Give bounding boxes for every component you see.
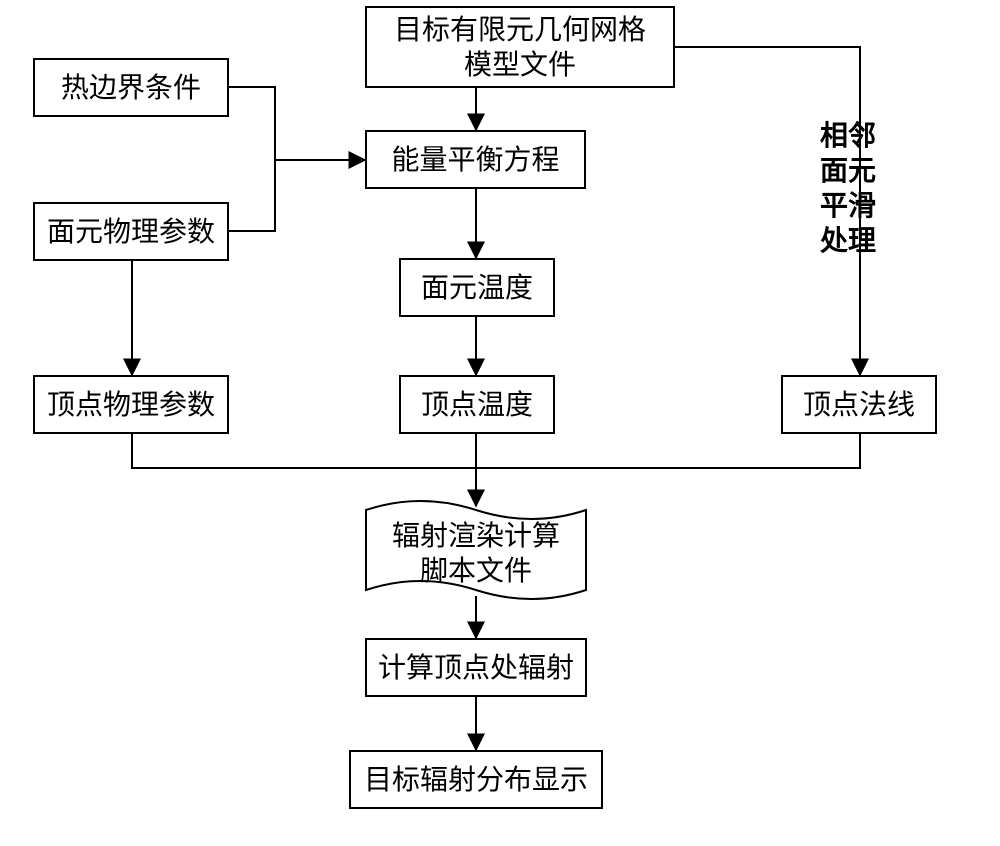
side-label-line: 处理 (818, 223, 878, 258)
node-display-result: 目标辐射分布显示 (349, 750, 603, 809)
node-facet-temperature: 面元温度 (399, 258, 555, 317)
node-energy-balance: 能量平衡方程 (365, 130, 586, 189)
node-facet-physics: 面元物理参数 (33, 202, 229, 261)
side-label-smoothing: 相邻 面元 平滑 处理 (818, 118, 878, 258)
node-vertex-physics: 顶点物理参数 (33, 375, 229, 434)
node-label: 目标辐射分布显示 (364, 762, 588, 797)
side-label-line: 相邻 (818, 118, 878, 153)
node-label: 热边界条件 (61, 70, 201, 105)
node-label: 目标有限元几何网格模型文件 (394, 12, 646, 82)
node-vertex-normal: 顶点法线 (781, 375, 937, 434)
node-label: 顶点法线 (803, 387, 915, 422)
node-top-mesh-file: 目标有限元几何网格模型文件 (365, 6, 675, 88)
side-label-line: 平滑 (818, 188, 878, 223)
node-label: 能量平衡方程 (391, 142, 559, 177)
node-label: 面元物理参数 (47, 214, 215, 249)
node-script-file: 辐射渲染计算脚本文件 (365, 500, 587, 600)
node-calc-radiation: 计算顶点处辐射 (365, 638, 587, 697)
node-label: 顶点温度 (421, 387, 533, 422)
node-label: 顶点物理参数 (47, 387, 215, 422)
node-label: 计算顶点处辐射 (378, 650, 574, 685)
node-label: 面元温度 (421, 270, 533, 305)
side-label-line: 面元 (818, 153, 878, 188)
node-thermal-boundary: 热边界条件 (33, 58, 229, 117)
node-vertex-temperature: 顶点温度 (399, 375, 555, 434)
node-label: 辐射渲染计算脚本文件 (392, 518, 560, 588)
